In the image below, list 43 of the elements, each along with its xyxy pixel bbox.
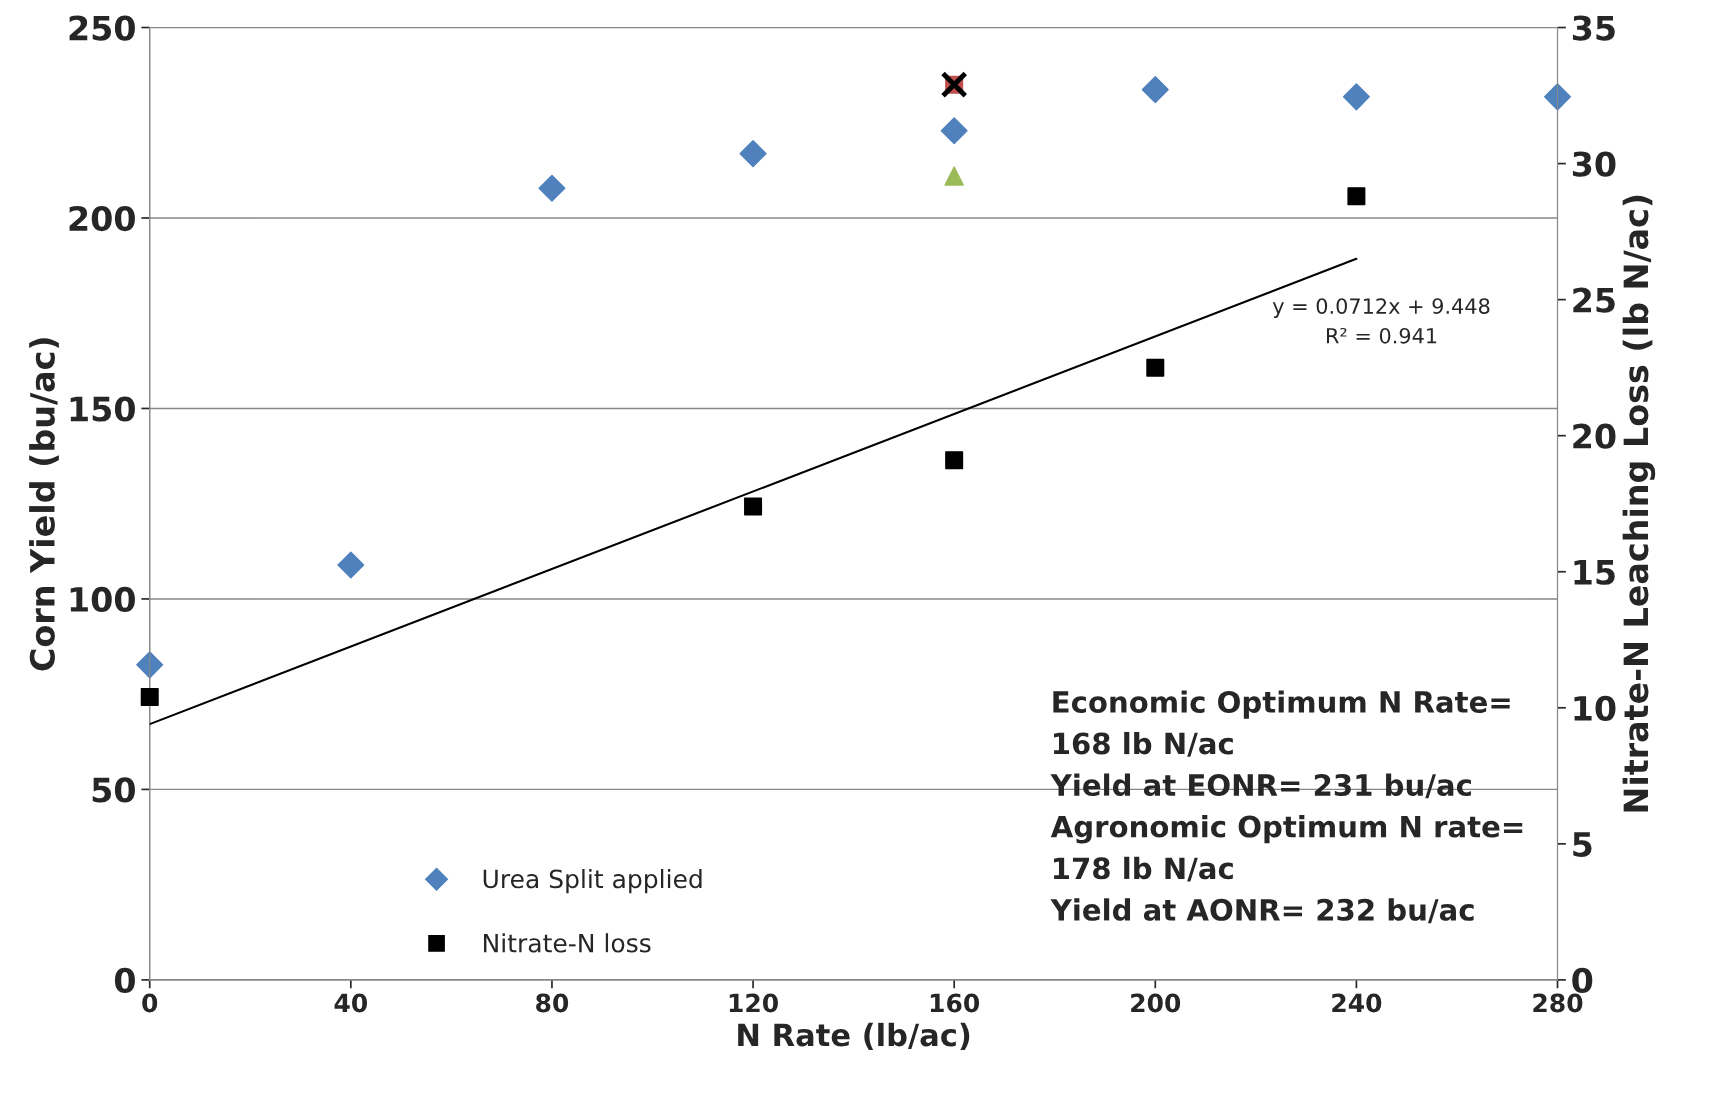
annotation: y = 0.0712x + 9.448 R² = 0.941 bbox=[1272, 298, 1490, 344]
annotation: Economic Optimum N Rate= 168 lb N/ac Yield at EONR= 231 bu/ac Agronomic Optimum N rate= 178 lb N/ac Yield at AONR= 232 bu/ac bbox=[1050, 690, 1523, 924]
point bbox=[1544, 83, 1571, 111]
point bbox=[1347, 187, 1366, 206]
x-tick-label: 160 bbox=[930, 993, 980, 1013]
x-tick-label: 120 bbox=[729, 993, 778, 1013]
y-tick-label: 150 bbox=[70, 396, 135, 422]
y2-tick-label: 5 bbox=[1573, 832, 1592, 857]
point bbox=[136, 651, 164, 679]
x-tick-label: 0 bbox=[142, 993, 158, 1013]
x-tick-label: 280 bbox=[1533, 993, 1583, 1013]
y-tick-label: 200 bbox=[69, 205, 135, 232]
point bbox=[744, 497, 763, 516]
y-tick-label: 0 bbox=[114, 967, 135, 994]
point bbox=[739, 140, 767, 168]
y2-tick-label: 25 bbox=[1573, 287, 1615, 313]
y2-tick-label: 35 bbox=[1572, 15, 1615, 41]
point bbox=[1146, 358, 1165, 377]
x-axis-title: N Rate (lb/ac) bbox=[738, 1022, 970, 1051]
y-axis-title: Corn Yield (bu/ac) bbox=[29, 338, 59, 671]
y2-tick-label: 0 bbox=[1572, 967, 1593, 994]
point bbox=[140, 687, 159, 706]
y2-tick-label: 15 bbox=[1574, 560, 1615, 585]
point bbox=[1141, 76, 1169, 104]
point bbox=[940, 117, 968, 145]
legend-label: Nitrate-N loss bbox=[484, 933, 651, 953]
point bbox=[337, 551, 365, 579]
y-tick-label: 50 bbox=[92, 777, 135, 803]
point bbox=[944, 166, 964, 186]
y2-tick-label: 30 bbox=[1572, 151, 1616, 177]
point bbox=[945, 451, 964, 470]
x-tick-label: 240 bbox=[1332, 993, 1382, 1013]
point bbox=[1342, 83, 1370, 111]
y2-axis-title: Nitrate-N Leaching Loss (lb N/ac) bbox=[1622, 195, 1656, 812]
y2-tick-label: 20 bbox=[1573, 423, 1616, 449]
x-tick-label: 200 bbox=[1131, 993, 1181, 1013]
y-tick-label: 250 bbox=[69, 15, 135, 41]
y-tick-label: 100 bbox=[70, 586, 135, 613]
legend-label: Urea Split applied bbox=[483, 869, 702, 894]
x-tick-label: 80 bbox=[536, 993, 569, 1013]
y2-tick-label: 10 bbox=[1574, 695, 1616, 721]
point bbox=[538, 174, 566, 202]
x-tick-label: 40 bbox=[334, 993, 368, 1013]
